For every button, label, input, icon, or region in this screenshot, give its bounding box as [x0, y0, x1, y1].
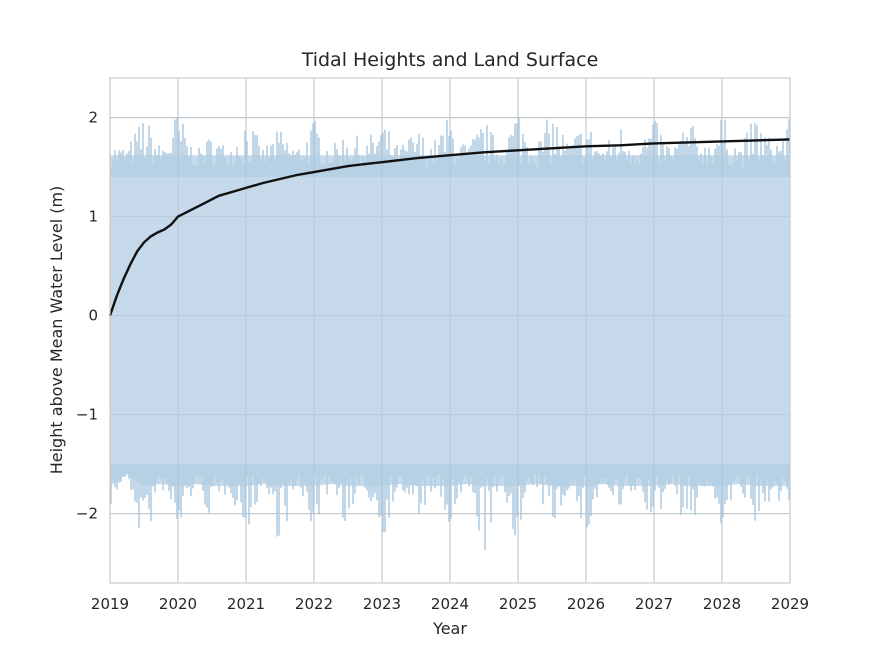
y-axis-label: Height above Mean Water Level (m) [47, 186, 66, 475]
x-axis-label: Year [432, 619, 467, 638]
x-tick-label-10: 2029 [771, 595, 809, 613]
x-tick-label-1: 2020 [159, 595, 197, 613]
tidal-spikes [110, 117, 790, 551]
grid-overlay [109, 78, 791, 583]
y-tick-label-2: 0 [88, 307, 98, 325]
x-tick-label-7: 2026 [567, 595, 605, 613]
x-tick-label-2: 2021 [227, 595, 265, 613]
y-tick-label-4: −2 [76, 505, 98, 523]
x-tick-label-5: 2024 [431, 595, 469, 613]
y-tick-labels: 2 1 0 −1 −2 [76, 109, 98, 523]
chart-title: Tidal Heights and Land Surface [301, 49, 599, 71]
x-tick-label-0: 2019 [91, 595, 129, 613]
y-tick-label-0: 2 [88, 109, 98, 127]
x-tick-label-8: 2027 [635, 595, 673, 613]
y-tick-label-3: −1 [76, 406, 98, 424]
x-tick-labels: 2019 2020 2021 2022 2023 2024 2025 2026 2027 2028… [91, 595, 809, 613]
x-tick-label-6: 2025 [499, 595, 537, 613]
y-tick-label-1: 1 [88, 208, 98, 226]
x-tick-label-3: 2022 [295, 595, 333, 613]
x-tick-label-4: 2023 [363, 595, 401, 613]
land-surface-line [108, 138, 791, 316]
plot-frame [109, 77, 791, 584]
x-tick-label-9: 2028 [703, 595, 741, 613]
